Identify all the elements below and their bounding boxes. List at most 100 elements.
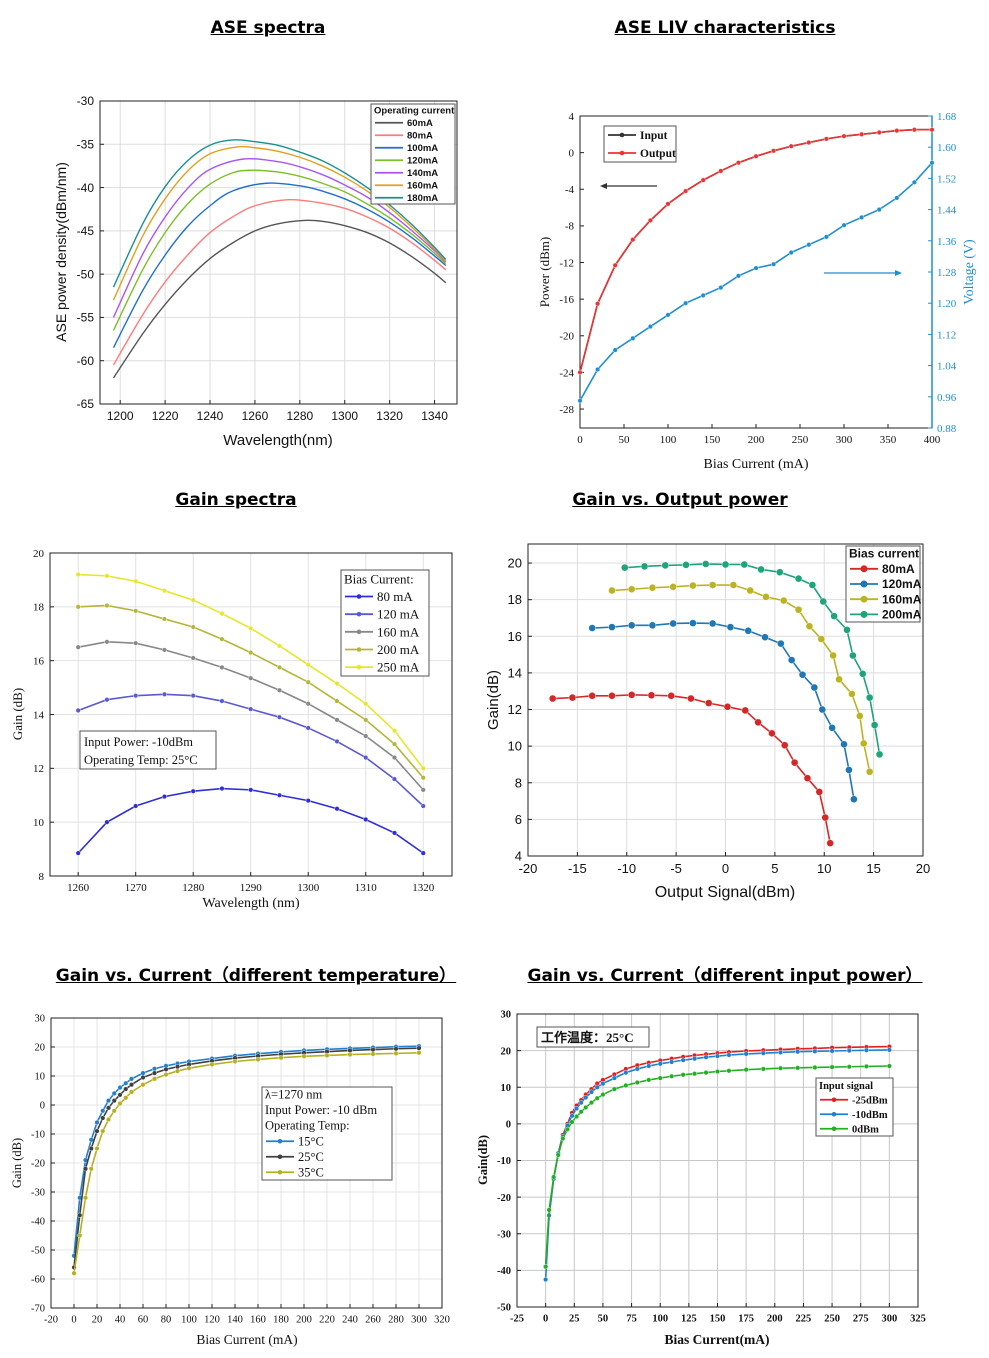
data-point [859,214,865,220]
data-point [806,140,812,146]
data-point [71,1270,77,1276]
x-tick-label: 1290 [240,882,263,894]
data-point [588,624,596,632]
data-point [393,1046,399,1052]
data-point [370,1047,376,1053]
series-line-120mA [592,622,855,800]
data-point [689,581,697,590]
y-axis-label: Gain (dB) [10,1138,24,1188]
x-tick-label: 280 [388,1315,404,1326]
data-point [305,798,311,804]
y-axis-label: Gain (dB) [10,688,25,740]
data-point [416,1045,422,1051]
x-tick-label: 275 [853,1314,869,1325]
data-point [363,717,369,723]
data-point [680,1057,686,1063]
y-tick-label: 18 [508,592,522,607]
data-point [219,698,225,704]
x-tick-label: 20 [92,1315,103,1326]
legend-label: Output [640,148,676,160]
y-tick-label: -40 [31,1217,45,1228]
x-tick-label: 5 [771,861,778,876]
data-point [718,285,724,291]
legend-box [603,125,677,163]
legend-marker [356,611,362,617]
y-tick-label: -20 [31,1159,45,1170]
data-point [771,261,777,267]
data-point [723,703,732,711]
legend-box [340,569,430,677]
data-point [627,585,636,593]
data-point [743,1051,749,1057]
data-point [324,1052,330,1058]
data-point [133,608,139,614]
data-point [865,768,874,776]
x-tick-label: 240 [342,1315,358,1326]
data-point [88,1145,94,1151]
data-point [209,1061,215,1067]
data-point [416,1050,422,1056]
series-line-80mA [552,694,831,844]
chart-2: 0 50 100 150 200 250 300 350 400 4 0 -4 -8 -12 -16 -20 -… [537,111,977,472]
data-point [334,698,340,704]
x-tick-label: 300 [411,1315,427,1326]
data-point [248,650,254,656]
y-tick-label: 12 [33,763,44,775]
data-point [276,714,282,720]
data-point [163,1066,169,1072]
x-tick-label: 1320 [376,409,403,423]
data-point [140,1074,146,1080]
x-tick-label: 200 [767,1314,783,1325]
title-gain-spectra: Gain spectra [175,490,297,510]
title-ase-spectra: ASE spectra [210,18,326,38]
y-tick-label: -55 [77,311,95,325]
data-point [911,179,917,185]
data-point [841,133,847,139]
x-tick-label: 300 [881,1314,897,1325]
title-gain-vs-current-input: Gain vs. Current（different input power） [527,966,923,986]
data-point [133,578,139,584]
data-point [718,168,724,174]
data-point [829,651,837,660]
data-point [826,839,834,847]
data-point [886,1047,892,1053]
data-point [123,1080,129,1086]
x-tick-label: 320 [434,1315,450,1326]
data-point [334,717,340,723]
data-point [657,1075,663,1081]
data-point [754,718,762,727]
x-tick-label: 1240 [197,409,224,423]
x-tick-label: 25 [569,1314,580,1325]
arrowhead-right-icon [895,270,902,276]
data-point [621,563,629,572]
data-point [276,643,282,649]
data-point [859,670,867,678]
y-tick-label: 16 [508,629,522,644]
y2-tick-label: 1.20 [937,298,957,310]
data-point [600,1092,606,1098]
data-point [595,301,601,307]
chart-1: 1200 1220 1240 1260 1280 1300 1320 1340 -30 -35 -4… [53,94,458,449]
chart-3: 1260 1270 1280 1290 1300 1310 1320 8 10 12 14 16 18 2… [10,548,453,911]
data-point [104,573,110,579]
data-point [715,1069,721,1075]
y-tick-label: 14 [33,709,45,721]
legend-label: 200mA [882,608,922,622]
legend-label: 120 mA [377,607,420,622]
legend-marker [277,1154,283,1160]
x-tick-label: 150 [704,434,721,446]
data-point [665,312,671,318]
y-tick-label: -10 [31,1130,45,1141]
data-point [648,621,657,629]
legend-label: 60mA [407,118,433,129]
y-tick-label: 10 [508,739,522,754]
data-point [611,1086,617,1092]
data-point [190,655,196,661]
x-tick-label: 160 [250,1315,266,1326]
chart-4: -20 -15 -10 -5 0 5 10 15 20 4 6 8 10 12 14 16 18 20 Output… [485,543,930,901]
data-point [787,656,796,664]
data-point [305,679,311,685]
data-point [708,581,717,589]
data-point [420,850,426,856]
data-point [133,640,139,646]
